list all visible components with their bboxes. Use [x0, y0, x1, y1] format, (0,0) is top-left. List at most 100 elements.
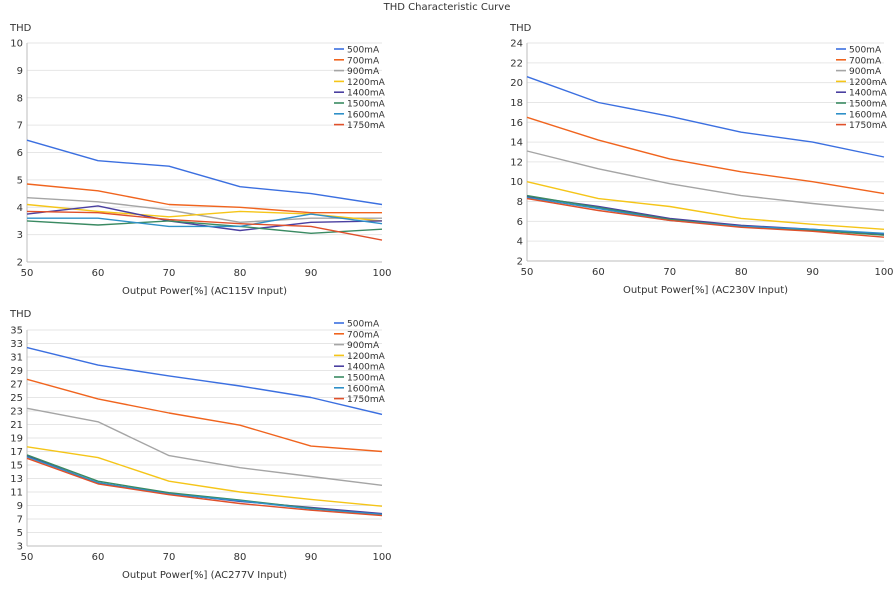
y-tick-label: 15	[10, 461, 23, 472]
y-tick-label: 29	[10, 366, 23, 377]
legend-label: 1750mA	[849, 121, 888, 131]
page-title: THD Characteristic Curve	[383, 2, 511, 13]
series-line-1750mA	[526, 197, 885, 238]
y-tick-label: 13	[10, 474, 23, 485]
y-axis-title: THD	[9, 309, 32, 320]
y-tick-label: 22	[510, 58, 523, 69]
legend-label: 1200mA	[347, 78, 386, 88]
series-line-700mA	[526, 116, 885, 195]
x-tick-label: 80	[234, 552, 247, 563]
series-line-500mA	[526, 76, 885, 158]
y-tick-label: 20	[510, 78, 523, 89]
series-line-1400mA	[526, 195, 885, 235]
y-tick-label: 5	[17, 175, 23, 186]
legend: 500mA700mA900mA1200mA1400mA1500mA1600mA1…	[836, 46, 888, 131]
legend-label: 1500mA	[347, 100, 386, 110]
legend-label: 700mA	[849, 56, 882, 66]
y-tick-label: 24	[510, 39, 523, 50]
x-tick-label: 100	[372, 552, 391, 563]
y-tick-label: 8	[517, 197, 523, 208]
series-line-500mA	[26, 346, 383, 416]
y-tick-label: 9	[17, 501, 23, 512]
y-tick-label: 7	[17, 515, 23, 526]
y-tick-label: 31	[10, 353, 23, 364]
series-line-700mA	[26, 183, 382, 214]
x-tick-label: 80	[234, 268, 247, 279]
series-line-700mA	[26, 378, 383, 453]
y-tick-label: 17	[10, 447, 23, 458]
series-line-1750mA	[26, 210, 383, 241]
y-tick-label: 23	[10, 407, 23, 418]
series-line-1500mA	[26, 220, 383, 235]
y-axis-title: THD	[509, 23, 532, 34]
y-tick-label: 4	[517, 237, 523, 248]
y-tick-label: 2	[517, 257, 523, 268]
legend-label: 1600mA	[347, 384, 386, 394]
legend-label: 900mA	[347, 67, 380, 77]
x-tick-label: 70	[663, 267, 676, 278]
legend-label: 1400mA	[347, 89, 386, 99]
y-tick-label: 27	[10, 380, 23, 391]
x-tick-label: 70	[163, 552, 176, 563]
legend-label: 500mA	[347, 320, 380, 330]
series-line-1600mA	[26, 456, 383, 515]
y-tick-label: 21	[10, 420, 23, 431]
y-tick-label: 6	[517, 217, 523, 228]
x-tick-label: 100	[372, 268, 391, 279]
y-tick-label: 9	[17, 66, 23, 77]
x-tick-label: 50	[21, 268, 34, 279]
x-axis-title: Output Power[%] (AC115V Input)	[122, 286, 287, 297]
x-tick-label: 80	[735, 267, 748, 278]
y-axis-title: THD	[9, 23, 32, 34]
y-tick-label: 2	[17, 258, 23, 269]
x-tick-label: 90	[806, 267, 819, 278]
y-tick-label: 7	[17, 121, 23, 132]
y-tick-label: 4	[17, 203, 23, 214]
x-tick-label: 70	[163, 268, 176, 279]
series-line-1400mA	[26, 454, 383, 515]
y-tick-label: 16	[510, 118, 523, 129]
series-line-1200mA	[526, 181, 885, 230]
y-tick-label: 25	[10, 393, 23, 404]
x-tick-label: 90	[305, 552, 318, 563]
legend-label: 700mA	[347, 56, 380, 66]
series-line-900mA	[526, 150, 885, 212]
y-tick-label: 18	[510, 98, 523, 109]
x-tick-label: 90	[305, 268, 318, 279]
legend: 500mA700mA900mA1200mA1400mA1500mA1600mA1…	[334, 320, 386, 405]
legend-label: 900mA	[849, 67, 882, 77]
series-line-900mA	[26, 197, 382, 224]
legend-label: 900mA	[347, 341, 380, 351]
legend-label: 1400mA	[347, 363, 386, 373]
x-tick-label: 100	[874, 267, 893, 278]
x-tick-label: 50	[521, 267, 534, 278]
y-tick-label: 6	[17, 148, 23, 159]
x-axis-title: Output Power[%] (AC230V Input)	[623, 285, 788, 296]
legend-label: 700mA	[347, 330, 380, 340]
x-axis-title: Output Power[%] (AC277V Input)	[122, 570, 287, 581]
legend-label: 1600mA	[849, 110, 888, 120]
y-tick-label: 14	[510, 138, 523, 149]
legend-label: 1500mA	[849, 100, 888, 110]
y-tick-label: 19	[10, 434, 23, 445]
series-line-900mA	[26, 407, 383, 486]
series-line-1600mA	[526, 196, 885, 234]
legend-label: 500mA	[347, 46, 380, 56]
y-tick-label: 3	[17, 542, 23, 553]
legend-label: 1750mA	[347, 395, 386, 405]
x-tick-label: 50	[21, 552, 34, 563]
series-line-500mA	[26, 139, 383, 206]
y-tick-label: 11	[10, 488, 23, 499]
legend-label: 500mA	[849, 46, 882, 56]
series-line-1600mA	[27, 213, 383, 228]
chart-1: 2 3 4 5 6 7 8 9 10 50 60 70 80 90 100 THD Output Power[%…	[9, 23, 392, 297]
x-tick-label: 60	[92, 552, 105, 563]
x-tick-label: 60	[92, 268, 105, 279]
legend-label: 1200mA	[849, 78, 888, 88]
series-line-1750mA	[26, 457, 383, 517]
y-tick-label: 12	[510, 157, 523, 168]
y-tick-label: 10	[10, 39, 23, 50]
